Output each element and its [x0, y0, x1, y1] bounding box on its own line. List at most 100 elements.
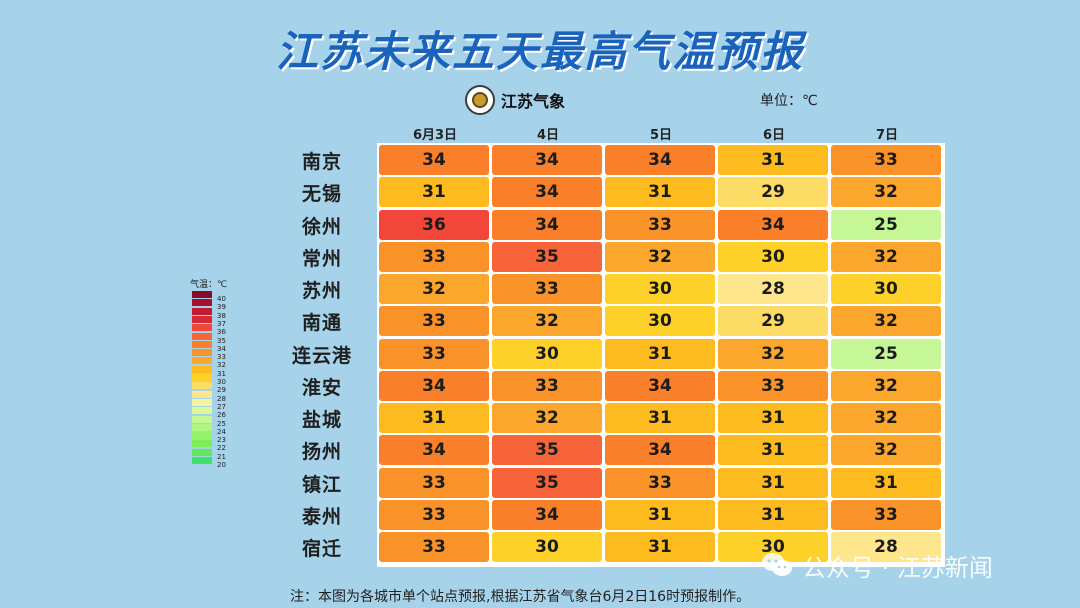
legend-swatch: [192, 340, 212, 348]
temperature-cell: 30: [605, 274, 715, 304]
temperature-cell: 34: [718, 209, 828, 240]
legend-label: 24: [217, 427, 226, 436]
temperature-cell: 30: [605, 306, 715, 337]
temperature-cell: 31: [605, 499, 715, 530]
legend-label: 27: [217, 402, 226, 411]
watermark-text: 公众号 · 江苏新闻: [802, 553, 993, 582]
temperature-cell: 31: [718, 145, 828, 175]
temperature-cell: 34: [605, 145, 715, 175]
temperature-cell: 31: [605, 532, 715, 562]
temperature-cell: 32: [718, 338, 828, 369]
temperature-cell: 30: [718, 532, 828, 562]
brand: 江苏气象: [465, 84, 565, 116]
temperature-cell: 25: [831, 338, 941, 369]
legend-label: 35: [217, 336, 226, 345]
city-label: 徐州: [301, 215, 342, 238]
temperature-cell: 32: [831, 403, 941, 433]
temperature-cell: 32: [492, 306, 602, 337]
city-label: 泰州: [301, 505, 342, 528]
city-label: 连云港: [291, 344, 352, 367]
legend-swatch: [192, 307, 212, 315]
temperature-cell: 31: [718, 499, 828, 530]
legend-title: 气温：℃: [190, 280, 228, 290]
legend-label: 30: [217, 378, 226, 386]
temperature-cell: 33: [379, 338, 489, 369]
legend-swatch: [192, 398, 212, 406]
legend-swatch: [192, 374, 212, 381]
temperature-cell: 33: [379, 467, 489, 498]
legend-label: 37: [217, 319, 226, 328]
legend-swatch: [192, 390, 212, 398]
legend-label: 38: [217, 311, 226, 320]
temperature-cell: 32: [831, 177, 941, 208]
legend-swatch: [192, 423, 212, 431]
temperature-cell: 30: [718, 241, 828, 272]
city-label: 苏州: [301, 280, 342, 302]
temperature-cell: 34: [379, 370, 489, 401]
city-label: 南通: [301, 312, 342, 335]
footnote: 注：本图为各城市单个站点预报,根据江苏省气象台6月2日16时预报制作。: [290, 589, 751, 605]
legend-swatch: [192, 365, 212, 373]
column-header: 7日: [875, 128, 899, 143]
temperature-cell: 33: [718, 370, 828, 401]
unit-label: 单位：℃: [760, 93, 818, 109]
legend-label: 28: [217, 394, 226, 403]
temperature-cell: 33: [831, 499, 941, 530]
temperature-cell: 33: [379, 499, 489, 530]
legend-swatch: [192, 448, 212, 456]
temperature-cell: 33: [605, 467, 715, 498]
legend-label: 29: [217, 386, 226, 395]
legend-swatch: [192, 415, 212, 423]
legend-label: 25: [217, 419, 226, 428]
temperature-cell: 28: [831, 532, 941, 562]
wechat-icon: [762, 553, 792, 576]
legend-label: 32: [217, 361, 226, 370]
temperature-cell: 31: [605, 177, 715, 208]
temperature-cell: 32: [379, 274, 489, 304]
legend-label: 31: [217, 369, 226, 378]
legend-label: 26: [217, 411, 226, 420]
temperature-cell: 35: [492, 467, 602, 498]
column-header: 5日: [649, 128, 673, 143]
temperature-cell: 32: [831, 370, 941, 401]
temperature-cell: 34: [379, 145, 489, 175]
legend-swatch: [192, 457, 212, 464]
temperature-cell: 32: [605, 241, 715, 272]
city-label: 淮安: [301, 376, 342, 399]
temperature-cell: 33: [379, 241, 489, 272]
temperature-cell: 31: [379, 177, 489, 208]
temperature-cell: 34: [492, 209, 602, 240]
temperature-cell: 31: [718, 467, 828, 498]
temperature-cell: 35: [492, 241, 602, 272]
temperature-cell: 29: [718, 306, 828, 337]
temperature-cell: 31: [605, 338, 715, 369]
city-label: 盐城: [301, 409, 342, 431]
page-title: 江苏未来五天最高气温预报: [275, 27, 804, 76]
temperature-cell: 33: [831, 145, 941, 175]
legend-label: 20: [217, 461, 226, 469]
legend-label: 33: [217, 353, 226, 362]
legend-swatch: [192, 299, 212, 307]
city-label: 扬州: [301, 441, 342, 464]
temperature-cell: 25: [831, 209, 941, 240]
temperature-cell: 34: [379, 435, 489, 466]
temperature-cell: 29: [718, 177, 828, 208]
legend-swatch: [192, 407, 212, 415]
column-header: 4日: [536, 128, 560, 143]
legend-swatch: [192, 332, 212, 340]
legend-swatch: [192, 382, 212, 390]
temperature-cell: 32: [831, 306, 941, 337]
temperature-cell: 33: [379, 532, 489, 562]
legend-swatch: [192, 357, 212, 365]
temperature-cell: 36: [379, 209, 489, 240]
brand-name: 江苏气象: [501, 92, 566, 111]
city-label: 无锡: [301, 183, 342, 206]
city-label: 常州: [301, 247, 342, 270]
temperature-cell: 30: [492, 532, 602, 562]
legend-swatch: [192, 432, 212, 440]
legend-label: 39: [217, 303, 226, 312]
legend-swatch: [192, 349, 212, 357]
jiangsu-meteorology-logo-icon: [465, 85, 495, 115]
legend-label: 40: [217, 295, 226, 303]
temperature-cell: 34: [492, 177, 602, 208]
